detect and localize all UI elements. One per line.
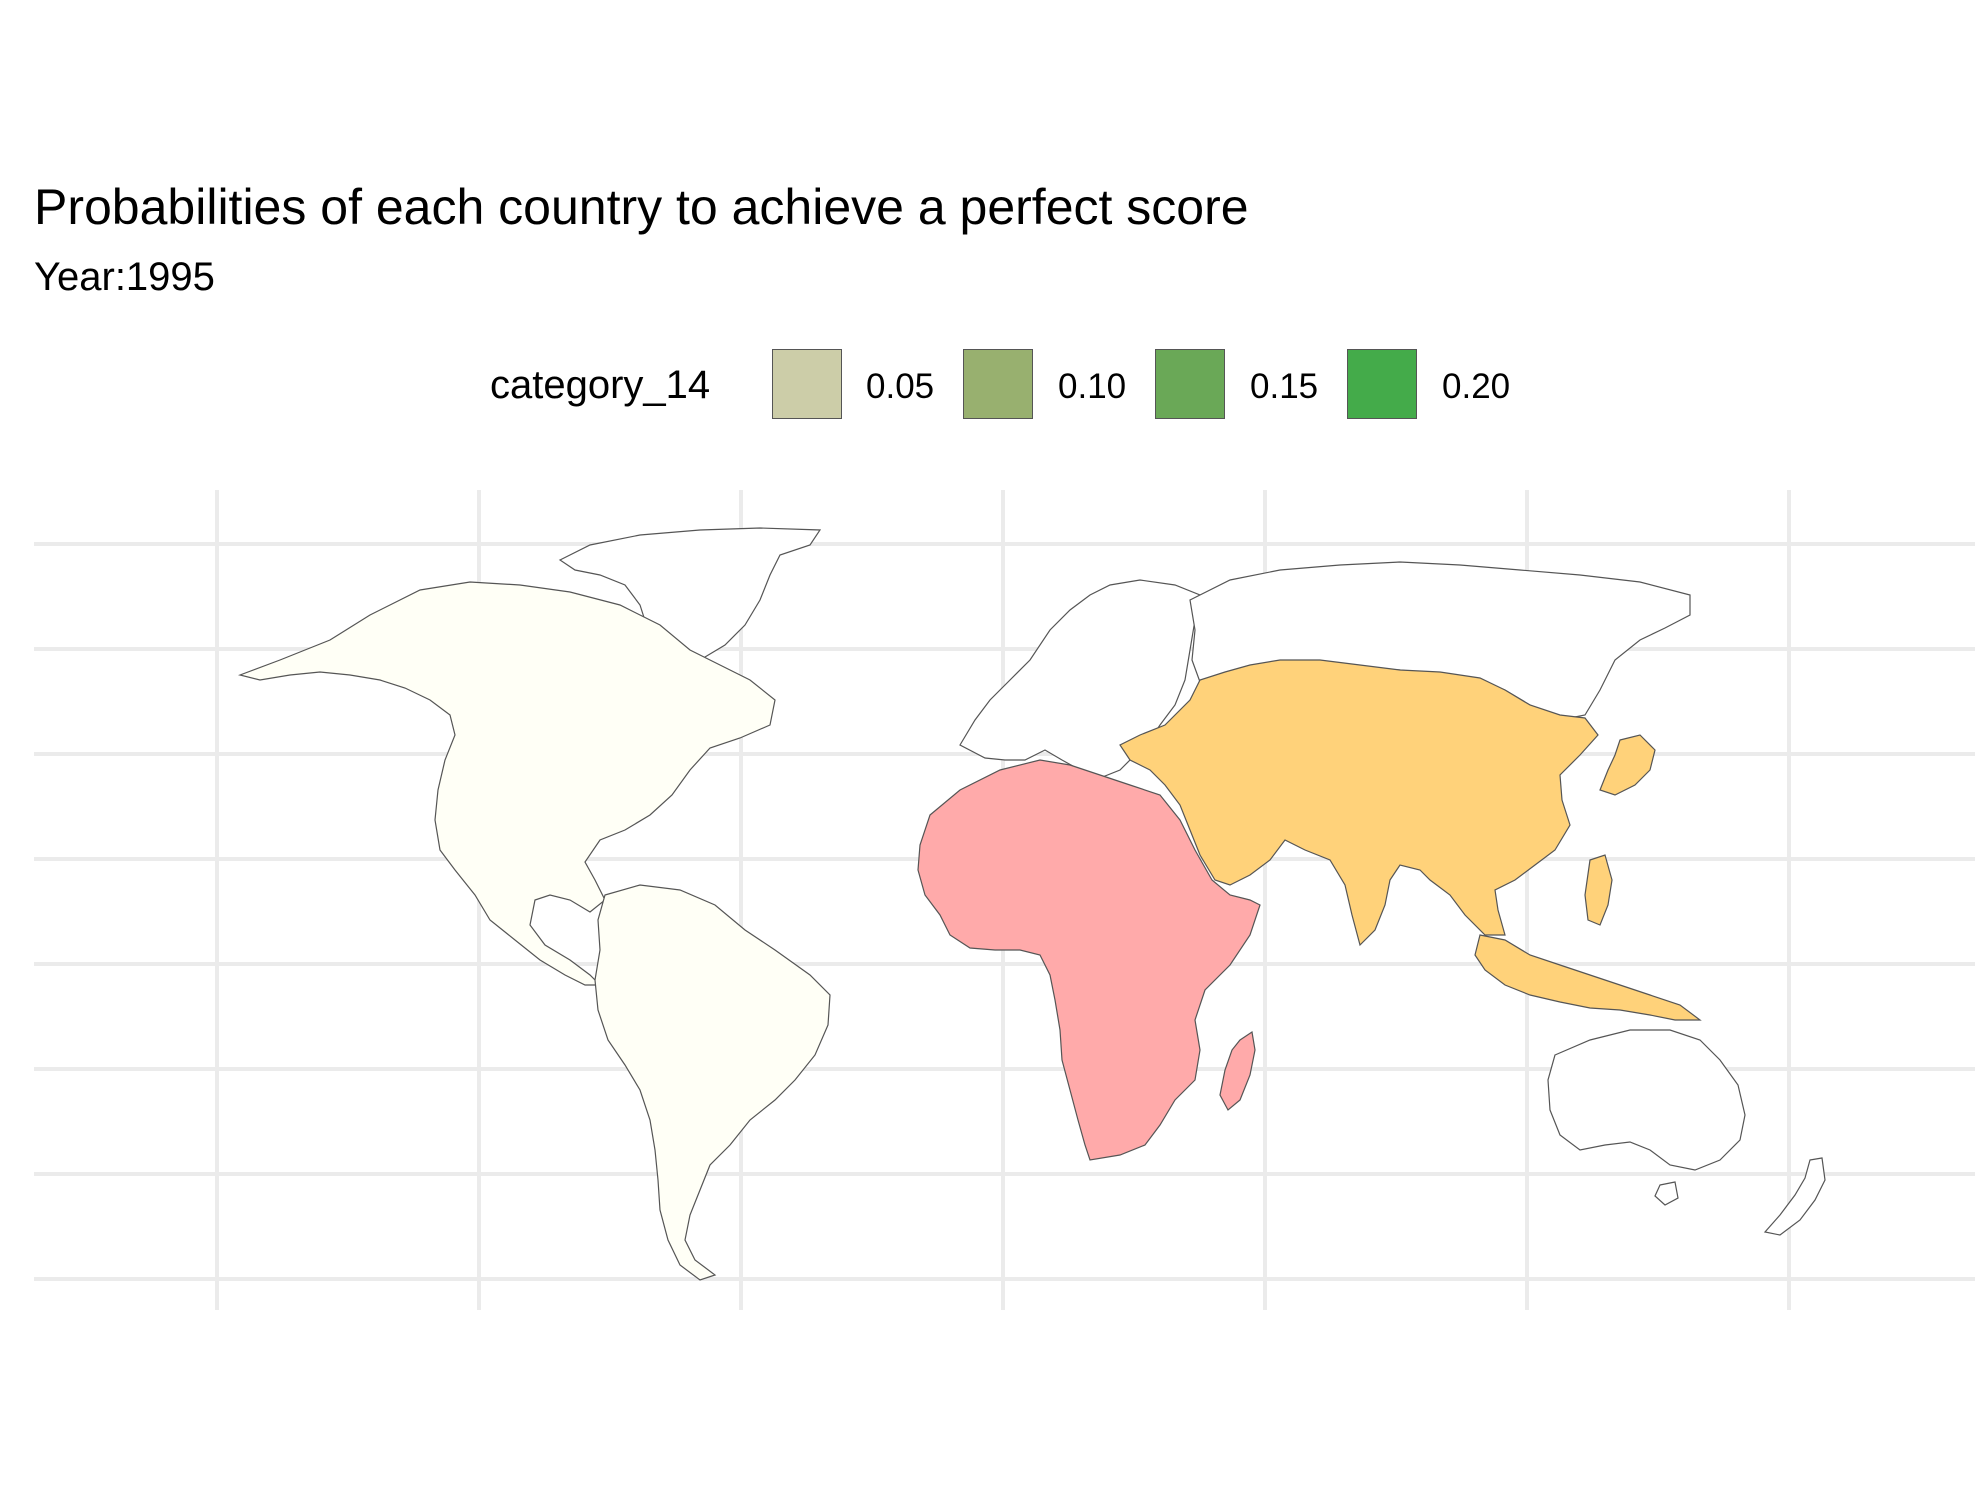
region-australia [1547,1029,1746,1171]
legend-label-4: 0.20 [1442,367,1511,406]
chart-title: Probabilities of each country to achieve… [34,179,1249,235]
region-asia [1119,659,1599,947]
region-japan [1599,734,1656,796]
region-africa [917,759,1261,1161]
region-tasmania [1654,1181,1679,1206]
legend-label-3: 0.15 [1250,367,1319,406]
region-madagascar [1219,1030,1256,1111]
legend-swatch-4 [1347,349,1417,419]
legend-label-2: 0.10 [1058,367,1127,406]
region-north-america [237,581,776,986]
chart-subtitle: Year:1995 [34,255,215,299]
region-philippines [1584,854,1613,926]
region-south-america [594,884,831,1281]
region-europe [959,579,1201,779]
region-new-zealand [1763,1157,1826,1236]
region-southeast-asia [1474,934,1702,1021]
legend-title: category_14 [490,363,711,407]
legend-label-1: 0.05 [866,367,935,406]
legend-swatch-3 [1155,349,1225,419]
legend-swatch-1 [772,349,842,419]
legend-swatch-2 [963,349,1033,419]
region-greenland [558,527,822,669]
